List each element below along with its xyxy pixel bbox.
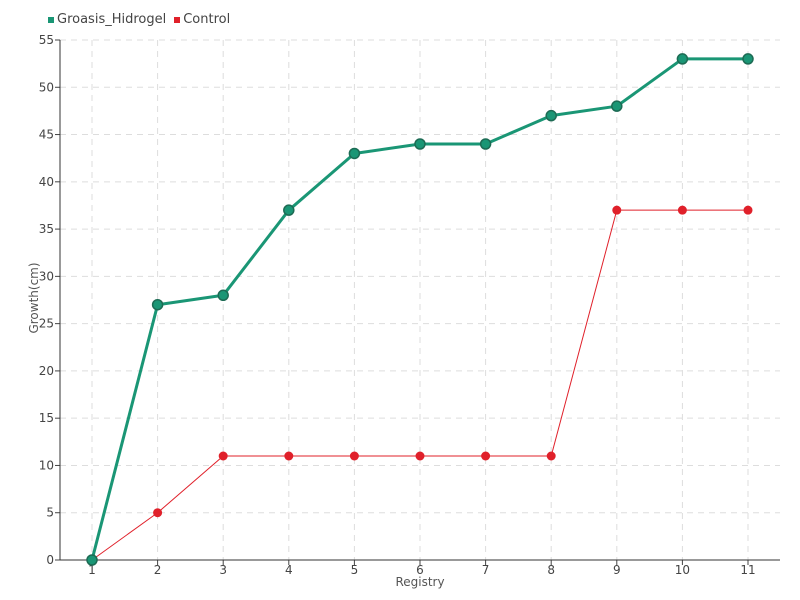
x-tick-label: 6 [416, 563, 424, 577]
y-tick-label: 20 [39, 364, 54, 378]
x-tick-label: 11 [740, 563, 755, 577]
legend-item-series-1[interactable]: Groasis_Hidrogel [48, 12, 166, 27]
x-tick-label: 3 [219, 563, 227, 577]
grid [60, 39, 780, 560]
legend-label-series-2: Control [183, 12, 231, 27]
x-tick-label: 10 [675, 563, 690, 577]
series-1-point [676, 53, 689, 65]
x-tick-label: 1 [88, 563, 96, 577]
series-2-point [349, 451, 359, 461]
series-1-point [611, 100, 623, 112]
series-2-point [218, 451, 228, 461]
series-1-point [283, 204, 295, 216]
x-tick-label: 4 [285, 563, 293, 577]
series-layer [86, 53, 754, 566]
y-tick-label: 30 [39, 269, 54, 283]
x-tick-label: 8 [547, 563, 555, 577]
y-tick-label: 0 [46, 553, 54, 567]
series-1-point [479, 138, 492, 150]
y-tick-label: 15 [39, 411, 54, 425]
series-1-point [414, 138, 426, 150]
series-2-point [415, 451, 425, 461]
series-2-point [153, 508, 163, 518]
series-2-point [481, 451, 491, 461]
series-1-point [545, 109, 557, 122]
y-tick-label: 45 [39, 128, 54, 142]
x-tick-label: 5 [351, 563, 359, 577]
x-axis-label: Registry [395, 575, 444, 589]
x-tick-label: 2 [154, 563, 162, 577]
y-tick-label: 50 [39, 80, 54, 94]
series-2-point [612, 205, 622, 215]
series-1-point [348, 147, 361, 160]
series-1-point [151, 298, 164, 311]
y-tick-label: 5 [46, 506, 54, 520]
series-1-point [217, 289, 229, 302]
axes [55, 39, 780, 565]
legend-item-series-2[interactable]: Control [174, 12, 230, 27]
series-2-point [677, 205, 687, 215]
y-tick-label: 40 [39, 175, 54, 189]
legend-label-series-1: Groasis_Hidrogel [57, 12, 167, 27]
series-1-point [86, 554, 98, 566]
y-tick-label: 35 [39, 222, 54, 236]
series-2-point [546, 451, 556, 461]
series-1-point [742, 53, 754, 65]
y-tick-label: 55 [39, 33, 54, 47]
y-tick-label: 10 [39, 458, 54, 472]
legend: Groasis_Hidrogel Control [48, 12, 230, 27]
y-tick-label: 25 [39, 317, 54, 331]
series-2-point [284, 451, 294, 461]
x-tick-label: 9 [613, 563, 621, 577]
legend-swatch-series-1 [48, 16, 54, 23]
series-2-point [743, 205, 753, 215]
x-tick-label: 7 [482, 563, 490, 577]
legend-swatch-series-2 [174, 16, 181, 23]
y-axis-label: Growth(cm) [27, 262, 41, 333]
